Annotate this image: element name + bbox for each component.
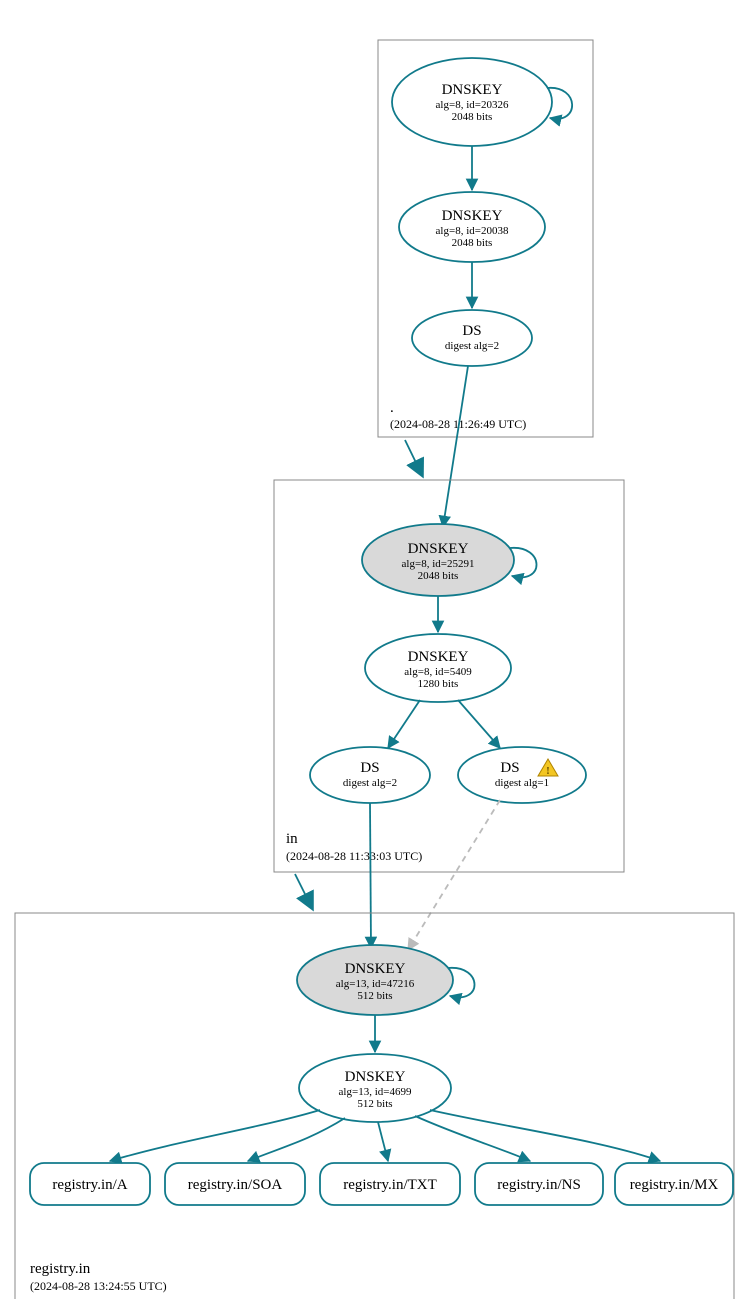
svg-text:DS: DS bbox=[360, 760, 379, 776]
rrset-soa: registry.in/SOA bbox=[165, 1163, 305, 1205]
dnssec-diagram: . (2024-08-28 11:26:49 UTC) DNSKEY alg=8… bbox=[0, 0, 749, 1299]
rrset-txt: registry.in/TXT bbox=[320, 1163, 460, 1205]
rrset-a: registry.in/A bbox=[30, 1163, 150, 1205]
svg-text:512 bits: 512 bits bbox=[357, 1098, 392, 1110]
node-in-zsk: DNSKEY alg=8, id=5409 1280 bits bbox=[365, 634, 511, 702]
node-root-ksk: DNSKEY alg=8, id=20326 2048 bits bbox=[392, 58, 552, 146]
svg-text:DNSKEY: DNSKEY bbox=[442, 208, 503, 224]
node-reg-zsk: DNSKEY alg=13, id=4699 512 bits bbox=[299, 1054, 451, 1122]
node-reg-ksk: DNSKEY alg=13, id=47216 512 bits bbox=[297, 945, 453, 1015]
svg-text:DNSKEY: DNSKEY bbox=[408, 649, 469, 665]
svg-text:DNSKEY: DNSKEY bbox=[442, 82, 503, 98]
svg-text:alg=8, id=5409: alg=8, id=5409 bbox=[404, 666, 472, 678]
svg-text:digest alg=2: digest alg=2 bbox=[343, 777, 397, 789]
zone-in: in (2024-08-28 11:33:03 UTC) DNSKEY alg=… bbox=[274, 480, 624, 872]
svg-text:registry.in/SOA: registry.in/SOA bbox=[188, 1177, 283, 1193]
node-root-zsk: DNSKEY alg=8, id=20038 2048 bits bbox=[399, 192, 545, 262]
edge-reg-zsk-to-a bbox=[110, 1110, 320, 1161]
svg-text:DS: DS bbox=[462, 323, 481, 339]
edge-in-ds2-to-reg-ksk bbox=[408, 800, 500, 950]
svg-text:DNSKEY: DNSKEY bbox=[408, 541, 469, 557]
zone-in-ts: (2024-08-28 11:33:03 UTC) bbox=[286, 849, 422, 863]
edge-reg-zsk-to-ns bbox=[415, 1116, 530, 1161]
edge-in-ds1-to-reg-ksk bbox=[370, 803, 371, 948]
svg-text:registry.in/A: registry.in/A bbox=[52, 1177, 127, 1193]
zone-registry-name: registry.in bbox=[30, 1261, 91, 1277]
rrset-mx: registry.in/MX bbox=[615, 1163, 733, 1205]
svg-text:digest alg=2: digest alg=2 bbox=[445, 340, 499, 352]
node-in-ds1: DS digest alg=2 bbox=[310, 747, 430, 803]
svg-text:alg=8, id=20038: alg=8, id=20038 bbox=[436, 225, 509, 237]
svg-text:alg=8, id=20326: alg=8, id=20326 bbox=[436, 99, 509, 111]
svg-text:DNSKEY: DNSKEY bbox=[345, 961, 406, 977]
node-in-ds2: DS digest alg=1 ! bbox=[458, 747, 586, 803]
svg-text:registry.in/TXT: registry.in/TXT bbox=[343, 1177, 437, 1193]
svg-text:alg=13, id=4699: alg=13, id=4699 bbox=[339, 1086, 412, 1098]
svg-text:alg=8, id=25291: alg=8, id=25291 bbox=[402, 558, 475, 570]
edge-in-zsk-to-ds2 bbox=[458, 700, 500, 748]
zone-root: . (2024-08-28 11:26:49 UTC) DNSKEY alg=8… bbox=[378, 40, 593, 437]
svg-text:registry.in/MX: registry.in/MX bbox=[630, 1177, 719, 1193]
edge-in-zsk-to-ds1 bbox=[388, 700, 420, 748]
svg-text:2048 bits: 2048 bits bbox=[452, 111, 493, 123]
node-in-ksk: DNSKEY alg=8, id=25291 2048 bits bbox=[362, 524, 514, 596]
edge-root-to-in-zone bbox=[405, 440, 422, 475]
svg-text:2048 bits: 2048 bits bbox=[452, 237, 493, 249]
svg-text:DNSKEY: DNSKEY bbox=[345, 1069, 406, 1085]
svg-text:512 bits: 512 bits bbox=[357, 990, 392, 1002]
svg-text:2048 bits: 2048 bits bbox=[418, 570, 459, 582]
svg-text:!: ! bbox=[546, 765, 550, 777]
rrset-ns: registry.in/NS bbox=[475, 1163, 603, 1205]
node-root-ds: DS digest alg=2 bbox=[412, 310, 532, 366]
edge-root-ds-to-in-ksk bbox=[443, 366, 468, 527]
svg-text:alg=13, id=47216: alg=13, id=47216 bbox=[336, 978, 415, 990]
zone-registry-ts: (2024-08-28 13:24:55 UTC) bbox=[30, 1279, 167, 1293]
svg-text:DS: DS bbox=[500, 760, 519, 776]
zone-registry: registry.in (2024-08-28 13:24:55 UTC) DN… bbox=[15, 913, 734, 1299]
zone-in-name: in bbox=[286, 831, 298, 847]
svg-text:1280 bits: 1280 bits bbox=[418, 678, 459, 690]
zone-root-name: . bbox=[390, 400, 394, 416]
svg-text:registry.in/NS: registry.in/NS bbox=[497, 1177, 581, 1193]
svg-text:digest alg=1: digest alg=1 bbox=[495, 777, 549, 789]
edge-reg-zsk-to-txt bbox=[378, 1122, 388, 1161]
edge-in-to-registry-zone bbox=[295, 874, 312, 908]
